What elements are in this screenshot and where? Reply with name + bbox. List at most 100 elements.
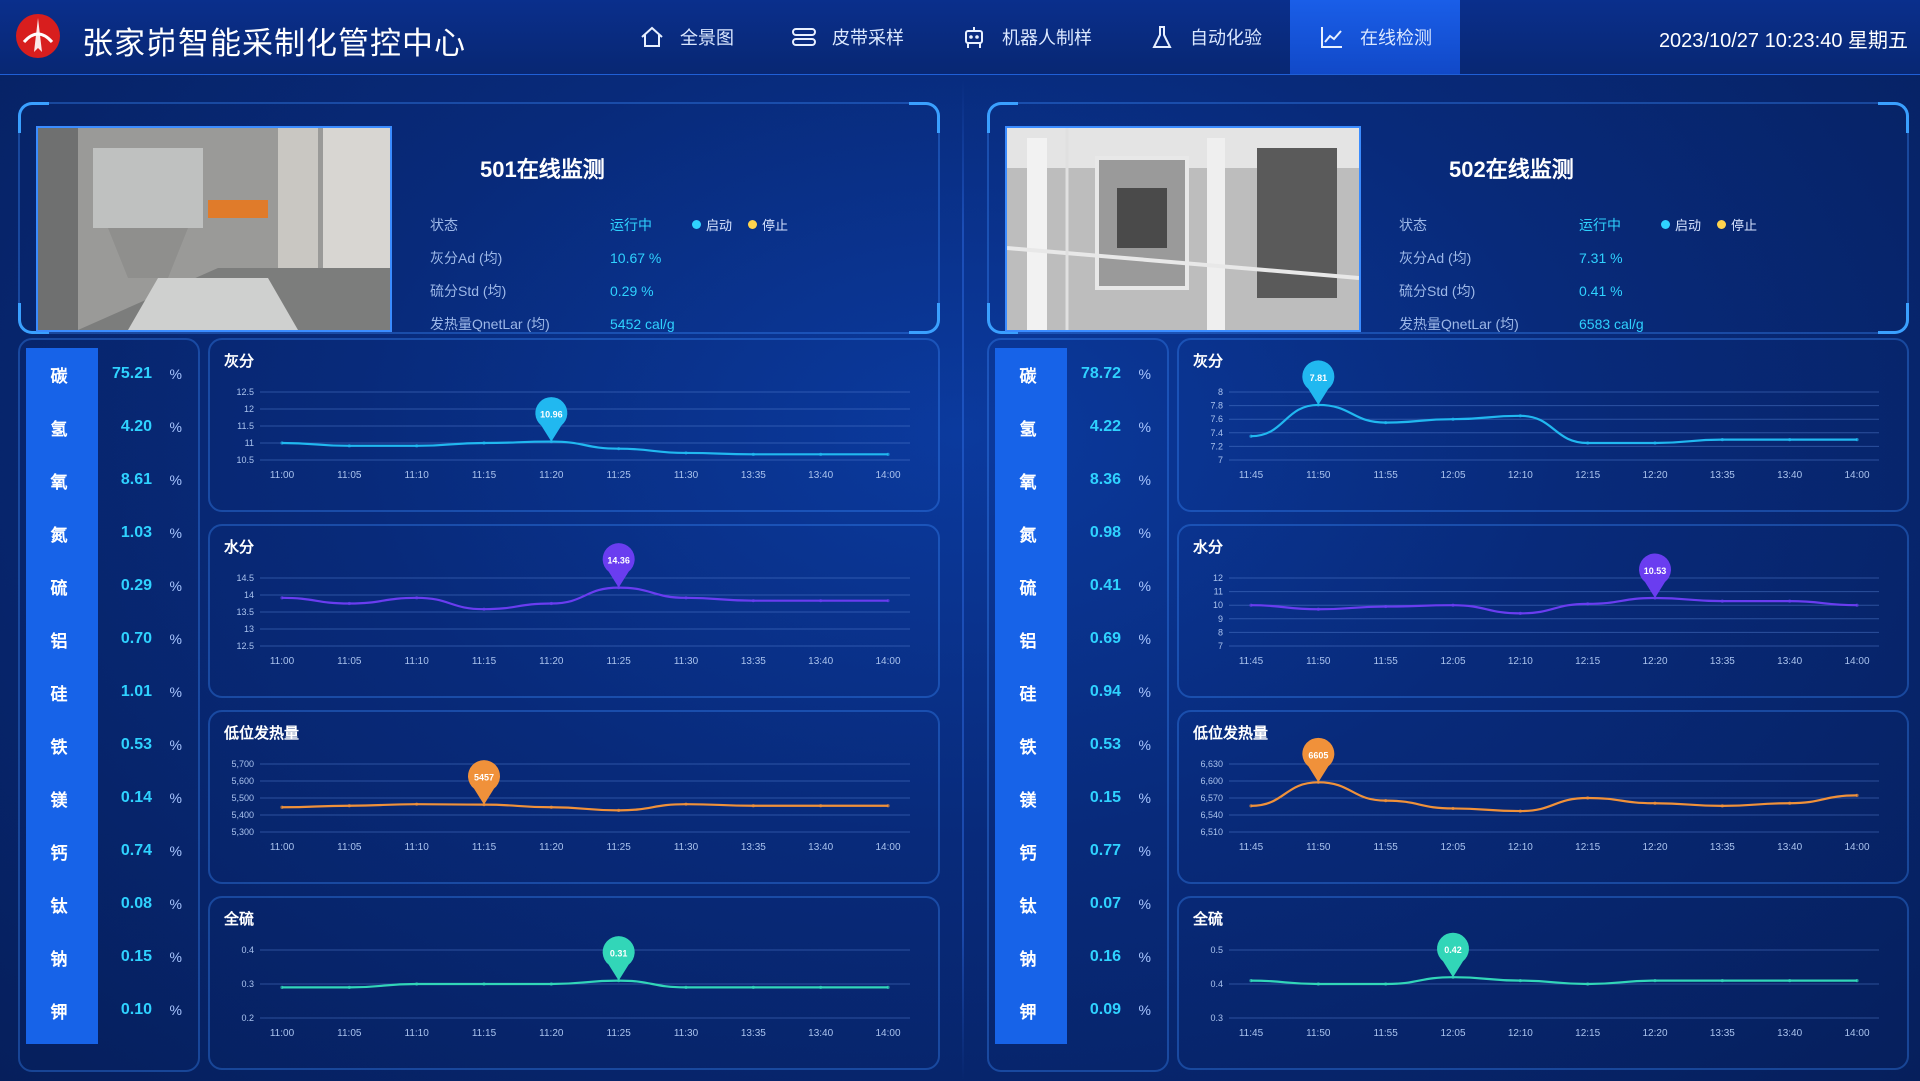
x-tick-label: 11:55 bbox=[1374, 842, 1399, 853]
robot-icon bbox=[965, 27, 983, 48]
data-point bbox=[1720, 804, 1724, 808]
x-tick-label: 11:25 bbox=[607, 470, 632, 481]
data-point bbox=[1653, 801, 1657, 805]
y-tick-label: 0.2 bbox=[241, 1013, 254, 1023]
heat-avg-row: 发热量QnetLar (均) 5452 cal/g bbox=[430, 315, 675, 332]
x-tick-label: 11:00 bbox=[270, 842, 295, 853]
element-name: 氧 bbox=[1019, 472, 1037, 492]
peak-marker: 10.96 bbox=[535, 397, 568, 442]
nav-robot-prep[interactable]: 机器人制样 bbox=[932, 0, 1120, 74]
marker-label: 14.36 bbox=[607, 556, 630, 566]
nav-online-detection[interactable]: 在线检测 bbox=[1290, 0, 1460, 74]
y-tick-label: 12.5 bbox=[236, 641, 254, 651]
line-chart-svg: 14.5 14 13.5 13 12.5 11:00 11:05 11:10 11:15 11:2… bbox=[236, 543, 910, 667]
x-tick-label: 11:55 bbox=[1374, 1028, 1399, 1039]
data-point bbox=[1586, 602, 1590, 606]
data-point bbox=[1720, 438, 1724, 442]
ash-avg-row: 灰分Ad (均) 10.67 % bbox=[430, 249, 662, 266]
y-tick-label: 9 bbox=[1218, 614, 1223, 624]
data-point bbox=[415, 802, 419, 806]
marker-label: 7.81 bbox=[1310, 373, 1328, 383]
element-name: 钾 bbox=[1019, 1002, 1037, 1022]
marker-pin-icon bbox=[1639, 553, 1671, 598]
x-tick-label: 11:25 bbox=[607, 842, 632, 853]
series-line bbox=[281, 803, 888, 812]
monitor-502-info: 状态 运行中 启动 停止 灰分Ad (均) 7.31 % 硫分Std (均) 0… bbox=[1399, 208, 1773, 340]
main-nav: 全景图 皮带采样 机器人制样 自动化验 在线检测 bbox=[610, 0, 1460, 74]
element-unit: % bbox=[169, 790, 182, 806]
data-point bbox=[819, 452, 823, 456]
monitor-501-info: 状态 运行中 启动 停止 灰分Ad (均) 10.67 % 硫分Std (均) … bbox=[430, 208, 804, 340]
line-chart-svg: 12.5 12 11.5 11 10.5 11:00 11:05 11:10 11:15 11:2… bbox=[236, 387, 910, 481]
element-value: 0.15 bbox=[1089, 789, 1121, 806]
flask-icon bbox=[1152, 26, 1172, 48]
data-point bbox=[1855, 793, 1859, 797]
chart-title: 水分 bbox=[1193, 539, 1224, 556]
data-point bbox=[1249, 603, 1253, 607]
line-chart-svg: 8 7.8 7.6 7.4 7.2 7 11:45 11:50 11:55 12:05 12:10 1… bbox=[1210, 360, 1879, 481]
camera-feed-502[interactable] bbox=[1005, 126, 1361, 332]
x-tick-label: 12:20 bbox=[1642, 1028, 1667, 1039]
element-value: 0.15 bbox=[120, 948, 152, 965]
x-tick-label: 14:00 bbox=[1844, 842, 1869, 853]
element-name: 钠 bbox=[50, 949, 68, 969]
y-tick-label: 7 bbox=[1218, 641, 1223, 651]
element-name: 碳 bbox=[1019, 366, 1037, 386]
element-row: 碳 75.21% bbox=[20, 348, 198, 400]
element-row: 铝 0.70% bbox=[20, 613, 198, 665]
data-point bbox=[1653, 441, 1657, 445]
data-point bbox=[1855, 603, 1859, 607]
x-tick-label: 13:40 bbox=[1777, 656, 1802, 667]
y-tick-label: 7 bbox=[1218, 455, 1223, 465]
data-point bbox=[819, 985, 823, 989]
nav-auto-assay-label: 自动化验 bbox=[1190, 28, 1262, 48]
series-line bbox=[1250, 781, 1858, 813]
data-point bbox=[347, 444, 351, 448]
data-point bbox=[1451, 417, 1455, 421]
element-unit: % bbox=[1138, 790, 1151, 806]
data-point bbox=[1316, 982, 1320, 986]
element-value: 0.69 bbox=[1089, 630, 1121, 647]
element-unit: % bbox=[1138, 525, 1151, 541]
y-tick-label: 14.5 bbox=[236, 573, 254, 583]
element-unit: % bbox=[169, 631, 182, 647]
peak-marker: 10.53 bbox=[1639, 553, 1671, 598]
y-tick-label: 12.5 bbox=[236, 387, 254, 397]
element-unit: % bbox=[1138, 843, 1151, 859]
x-tick-label: 13:35 bbox=[741, 1028, 766, 1039]
data-point bbox=[1316, 403, 1320, 407]
element-value: 0.41 bbox=[1089, 577, 1121, 594]
x-tick-label: 11:20 bbox=[539, 656, 564, 667]
status-value: 运行中 bbox=[610, 216, 652, 233]
element-row: 硅 1.01% bbox=[20, 666, 198, 718]
y-tick-label: 7.2 bbox=[1210, 441, 1223, 451]
data-point bbox=[1518, 611, 1522, 615]
element-row: 镁 0.15% bbox=[989, 772, 1167, 824]
data-point bbox=[415, 982, 419, 986]
element-name: 钙 bbox=[1019, 843, 1037, 863]
x-tick-label: 11:55 bbox=[1374, 656, 1399, 667]
element-value: 4.22 bbox=[1089, 418, 1121, 435]
current-datetime: 2023/10/27 10:23:40 星期五 bbox=[1658, 30, 1908, 52]
camera-feed-501[interactable] bbox=[36, 126, 392, 332]
data-point bbox=[1316, 780, 1320, 784]
running-dot-icon bbox=[692, 220, 701, 229]
nav-belt-sampling[interactable]: 皮带采样 bbox=[762, 0, 932, 74]
chart-title: 低位发热量 bbox=[1193, 725, 1269, 742]
element-row: 铁 0.53% bbox=[989, 719, 1167, 771]
nav-overview[interactable]: 全景图 bbox=[610, 0, 762, 74]
y-tick-label: 12 bbox=[244, 404, 254, 414]
element-unit: % bbox=[1138, 472, 1151, 488]
data-point bbox=[1586, 982, 1590, 986]
element-name: 铁 bbox=[50, 737, 68, 757]
company-logo-icon bbox=[16, 14, 60, 58]
element-list-501: 碳 75.21% 氢 4.20% 氧 8.61% 氮 1.03% 硫 0.29% 铝 0.70% 硅 1.… bbox=[18, 338, 200, 1072]
series-line bbox=[282, 979, 888, 989]
data-point bbox=[1384, 799, 1388, 803]
x-tick-label: 11:30 bbox=[674, 1028, 699, 1039]
nav-auto-assay[interactable]: 自动化验 bbox=[1120, 0, 1290, 74]
element-value: 0.70 bbox=[120, 630, 152, 647]
data-point bbox=[617, 808, 621, 812]
element-name: 硫 bbox=[1019, 578, 1037, 598]
ash-avg-row: 灰分Ad (均) 7.31 % bbox=[1399, 249, 1623, 266]
